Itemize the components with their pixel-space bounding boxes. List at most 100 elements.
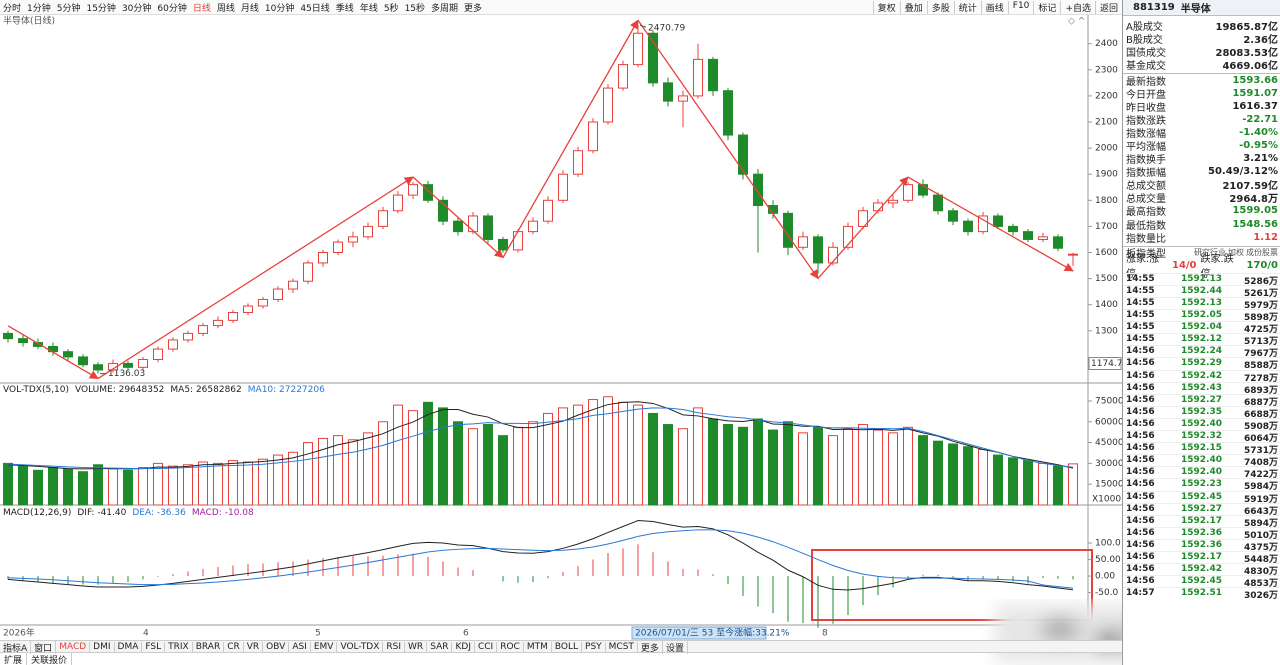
period-button[interactable]: 更多 (464, 3, 483, 14)
period-button[interactable]: 15分钟 (86, 3, 116, 14)
tick-volume: 5919万 (1243, 494, 1278, 505)
indicator-tab[interactable]: VOL-TDX (337, 642, 384, 652)
indicator-tab[interactable]: MCST (606, 642, 638, 652)
quote-row: 今日开盘 1591.07 (1123, 87, 1280, 101)
period-button[interactable]: 45日线 (300, 3, 330, 14)
indicator-tab[interactable]: ASI (289, 642, 311, 652)
board-option[interactable]: 加权 (1228, 248, 1244, 258)
indicator-tab[interactable]: WR (405, 642, 428, 652)
tool-button[interactable]: 标记 (1033, 0, 1060, 14)
tick-row: 14:56 1592.43 6893万 (1123, 381, 1280, 396)
volume-bar (1023, 460, 1033, 506)
indicator-tab[interactable]: BRAR (193, 642, 225, 652)
tool-button[interactable]: 画线 (980, 0, 1008, 14)
period-button[interactable]: 月线 (240, 3, 259, 14)
tick-price: 1592.40 (1181, 455, 1222, 466)
period-button[interactable]: 多周期 (431, 3, 459, 14)
candle-body (903, 184, 913, 201)
period-button[interactable]: 60分钟 (157, 3, 187, 14)
indicator-tab[interactable]: DMI (90, 642, 115, 652)
indicator-tab[interactable]: 指标A (0, 640, 32, 654)
period-button[interactable]: 分时 (3, 3, 22, 14)
quote-value: 2964.8万 (1229, 194, 1278, 206)
footer-tab[interactable]: 扩展 (0, 653, 28, 665)
board-option[interactable]: 成份股票 (1246, 248, 1278, 258)
volume-bar (618, 401, 628, 506)
trend-arrow (907, 176, 1074, 272)
volume-bar (273, 454, 283, 506)
period-button[interactable]: 季线 (335, 3, 354, 14)
quote-label: 最新指数 (1126, 76, 1166, 88)
indicator-tab[interactable]: OBV (263, 642, 290, 652)
footer-tabs: 扩展 关联报价 (0, 652, 1122, 665)
indicator-tab[interactable]: 设置 (663, 640, 688, 654)
tick-price: 1592.23 (1181, 479, 1222, 490)
tick-row: 14:56 1592.42 7278万 (1123, 369, 1280, 384)
y-tick-label: 2200 (1095, 91, 1118, 101)
candle-body (213, 319, 223, 327)
indicator-tab[interactable]: MACD (56, 642, 91, 652)
indicator-tab[interactable]: 窗口 (31, 640, 57, 654)
y-tick-label: 75000 (1095, 396, 1122, 406)
indicator-tab[interactable]: DMA (115, 642, 143, 652)
period-button[interactable]: 日线 (192, 3, 211, 14)
volume-bar (678, 428, 688, 506)
tool-button[interactable]: 叠加 (899, 0, 927, 14)
period-button[interactable]: 15秒 (404, 3, 426, 14)
updown-label: 涨家.涨停 (1126, 254, 1160, 281)
volume-bar (708, 418, 718, 506)
candle-body (633, 32, 643, 66)
indicator-tab[interactable]: SAR (427, 642, 453, 652)
indicator-tab[interactable]: EMV (311, 642, 338, 652)
period-button[interactable]: 周线 (216, 3, 235, 14)
cursor-box (631, 626, 767, 640)
tool-button[interactable]: 返回 (1094, 0, 1122, 14)
tool-button[interactable]: +自选 (1060, 0, 1095, 14)
indicator-tab[interactable]: MTM (524, 642, 552, 652)
tick-price: 1592.45 (1181, 576, 1222, 587)
candle-body (393, 194, 403, 212)
period-button[interactable]: 30分钟 (121, 3, 152, 14)
indicator-tab[interactable]: TRIX (165, 642, 193, 652)
indicator-tab[interactable]: CR (224, 642, 244, 652)
tick-volume: 5713万 (1243, 337, 1278, 348)
period-button[interactable]: 5分钟 (56, 3, 81, 14)
tick-volume: 5898万 (1243, 313, 1278, 323)
candle-body (78, 356, 88, 366)
board-option[interactable]: 研究行业 (1194, 248, 1226, 258)
quote-row: 指数振幅 50.49/3.12% (1123, 165, 1280, 179)
candle-body (753, 173, 763, 207)
tick-row: 14:56 1592.23 5984万 (1123, 478, 1280, 492)
indicator-tab[interactable]: 更多 (638, 640, 663, 654)
candle-body (483, 215, 493, 240)
candle-body (798, 236, 808, 248)
tick-price: 1592.45 (1181, 491, 1222, 502)
indicator-tab[interactable]: PSY (582, 642, 606, 652)
indicator-tab[interactable]: KDJ (452, 642, 475, 652)
volume-bar (468, 428, 478, 506)
tool-button[interactable]: F10 (1007, 0, 1034, 14)
tick-volume: 7278万 (1243, 373, 1278, 384)
indicator-tab[interactable]: VR (244, 642, 264, 652)
tool-button[interactable]: 多股 (926, 0, 954, 14)
period-button[interactable]: 年线 (359, 3, 378, 14)
y-tick-label: 1300 (1095, 326, 1118, 336)
indicator-tab[interactable]: FSL (142, 642, 166, 652)
period-button[interactable]: 1分钟 (27, 3, 51, 14)
candle-body (1008, 225, 1018, 233)
tick-volume: 5261万 (1243, 288, 1278, 299)
tool-button[interactable]: 统计 (953, 0, 981, 14)
indicator-tab[interactable]: RSI (383, 642, 406, 652)
tool-button[interactable]: 复权 (872, 0, 900, 14)
indicator-tab[interactable]: BOLL (552, 642, 583, 652)
indicator-tab[interactable]: ROC (497, 642, 524, 652)
period-button[interactable]: 5秒 (383, 3, 399, 14)
low-label: 1136.03 (108, 369, 145, 379)
volume-bar (558, 407, 568, 506)
indicator-tab[interactable]: CCI (475, 642, 498, 652)
period-button[interactable]: 10分钟 (264, 3, 295, 14)
footer-tab[interactable]: 关联报价 (27, 653, 73, 665)
tick-row: 14:56 1592.17 5448万 (1123, 551, 1280, 565)
quote-value: -1.40% (1239, 126, 1278, 138)
volume-bar (1053, 465, 1063, 506)
